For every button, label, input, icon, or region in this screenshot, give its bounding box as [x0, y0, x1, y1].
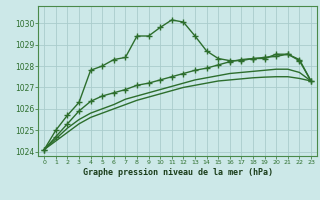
X-axis label: Graphe pression niveau de la mer (hPa): Graphe pression niveau de la mer (hPa): [83, 168, 273, 177]
